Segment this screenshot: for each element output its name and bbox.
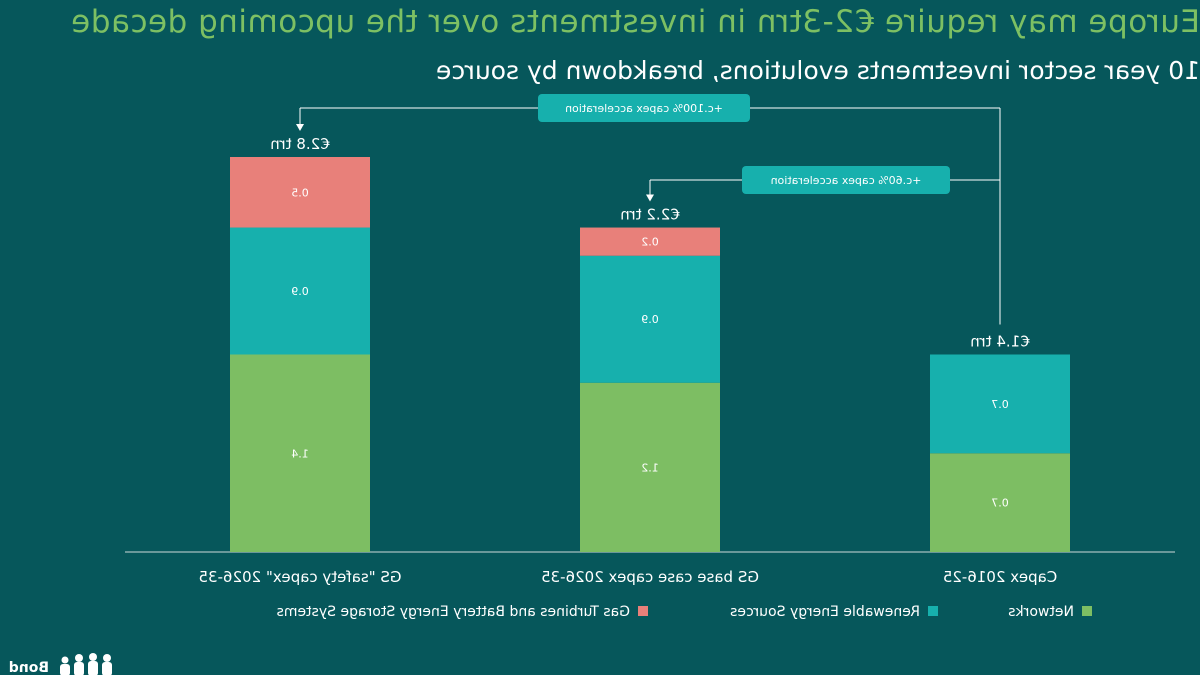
bar-segment-1-2 — [580, 382, 720, 552]
category-label-2: GS base case capex 2026-35 — [541, 568, 759, 586]
bar-segment-1-3 — [230, 354, 370, 552]
category-label-3: GS "safety capex" 2026-35 — [199, 568, 402, 586]
callout-box-2 — [538, 94, 750, 122]
category-label-1: Capex 2016-25 — [943, 568, 1057, 586]
data-label-1-1: 0.7 — [991, 497, 1009, 510]
legend-swatch-1 — [1082, 606, 1092, 616]
data-label-1-2: 1.2 — [641, 461, 659, 474]
total-label-1: €1.4 trn — [970, 333, 1029, 351]
logo-text: Bond — [8, 660, 49, 675]
callout-box-1 — [742, 166, 950, 194]
data-label-2-3: 0.9 — [291, 285, 309, 298]
callout-text-1: +c.60% capex acceleration — [771, 174, 922, 187]
arrow-head-1 — [646, 194, 654, 202]
bar-segment-1-1 — [930, 453, 1070, 552]
bar-segment-2-3 — [230, 227, 370, 355]
total-label-3: €2.8 trn — [270, 135, 329, 153]
bar-segment-3-3 — [230, 157, 370, 228]
bar-segment-3-2 — [580, 227, 720, 256]
callout-text-2: +c.100% capex acceleration — [565, 102, 723, 115]
legend-label-3: Gas Turbines and Battery Energy Storage … — [277, 604, 630, 620]
legend-swatch-2 — [928, 606, 938, 616]
bar-segment-2-1 — [930, 354, 1070, 454]
data-label-3-3: 0.5 — [291, 186, 309, 199]
data-label-1-3: 1.4 — [291, 447, 309, 460]
legend-swatch-3 — [638, 606, 648, 616]
data-label-3-2: 0.2 — [641, 236, 659, 249]
bond-logo: Bond — [0, 652, 117, 675]
total-label-2: €2.2 trn — [620, 206, 679, 224]
legend-label-2: Renewable Energy Sources — [730, 604, 920, 620]
bar-segment-2-2 — [580, 255, 720, 383]
data-label-2-2: 0.9 — [641, 313, 659, 326]
arrow-head-2 — [296, 124, 304, 131]
people-icon — [60, 653, 112, 675]
data-label-2-1: 0.7 — [991, 398, 1009, 411]
legend-label-1: Networks — [1008, 604, 1074, 620]
